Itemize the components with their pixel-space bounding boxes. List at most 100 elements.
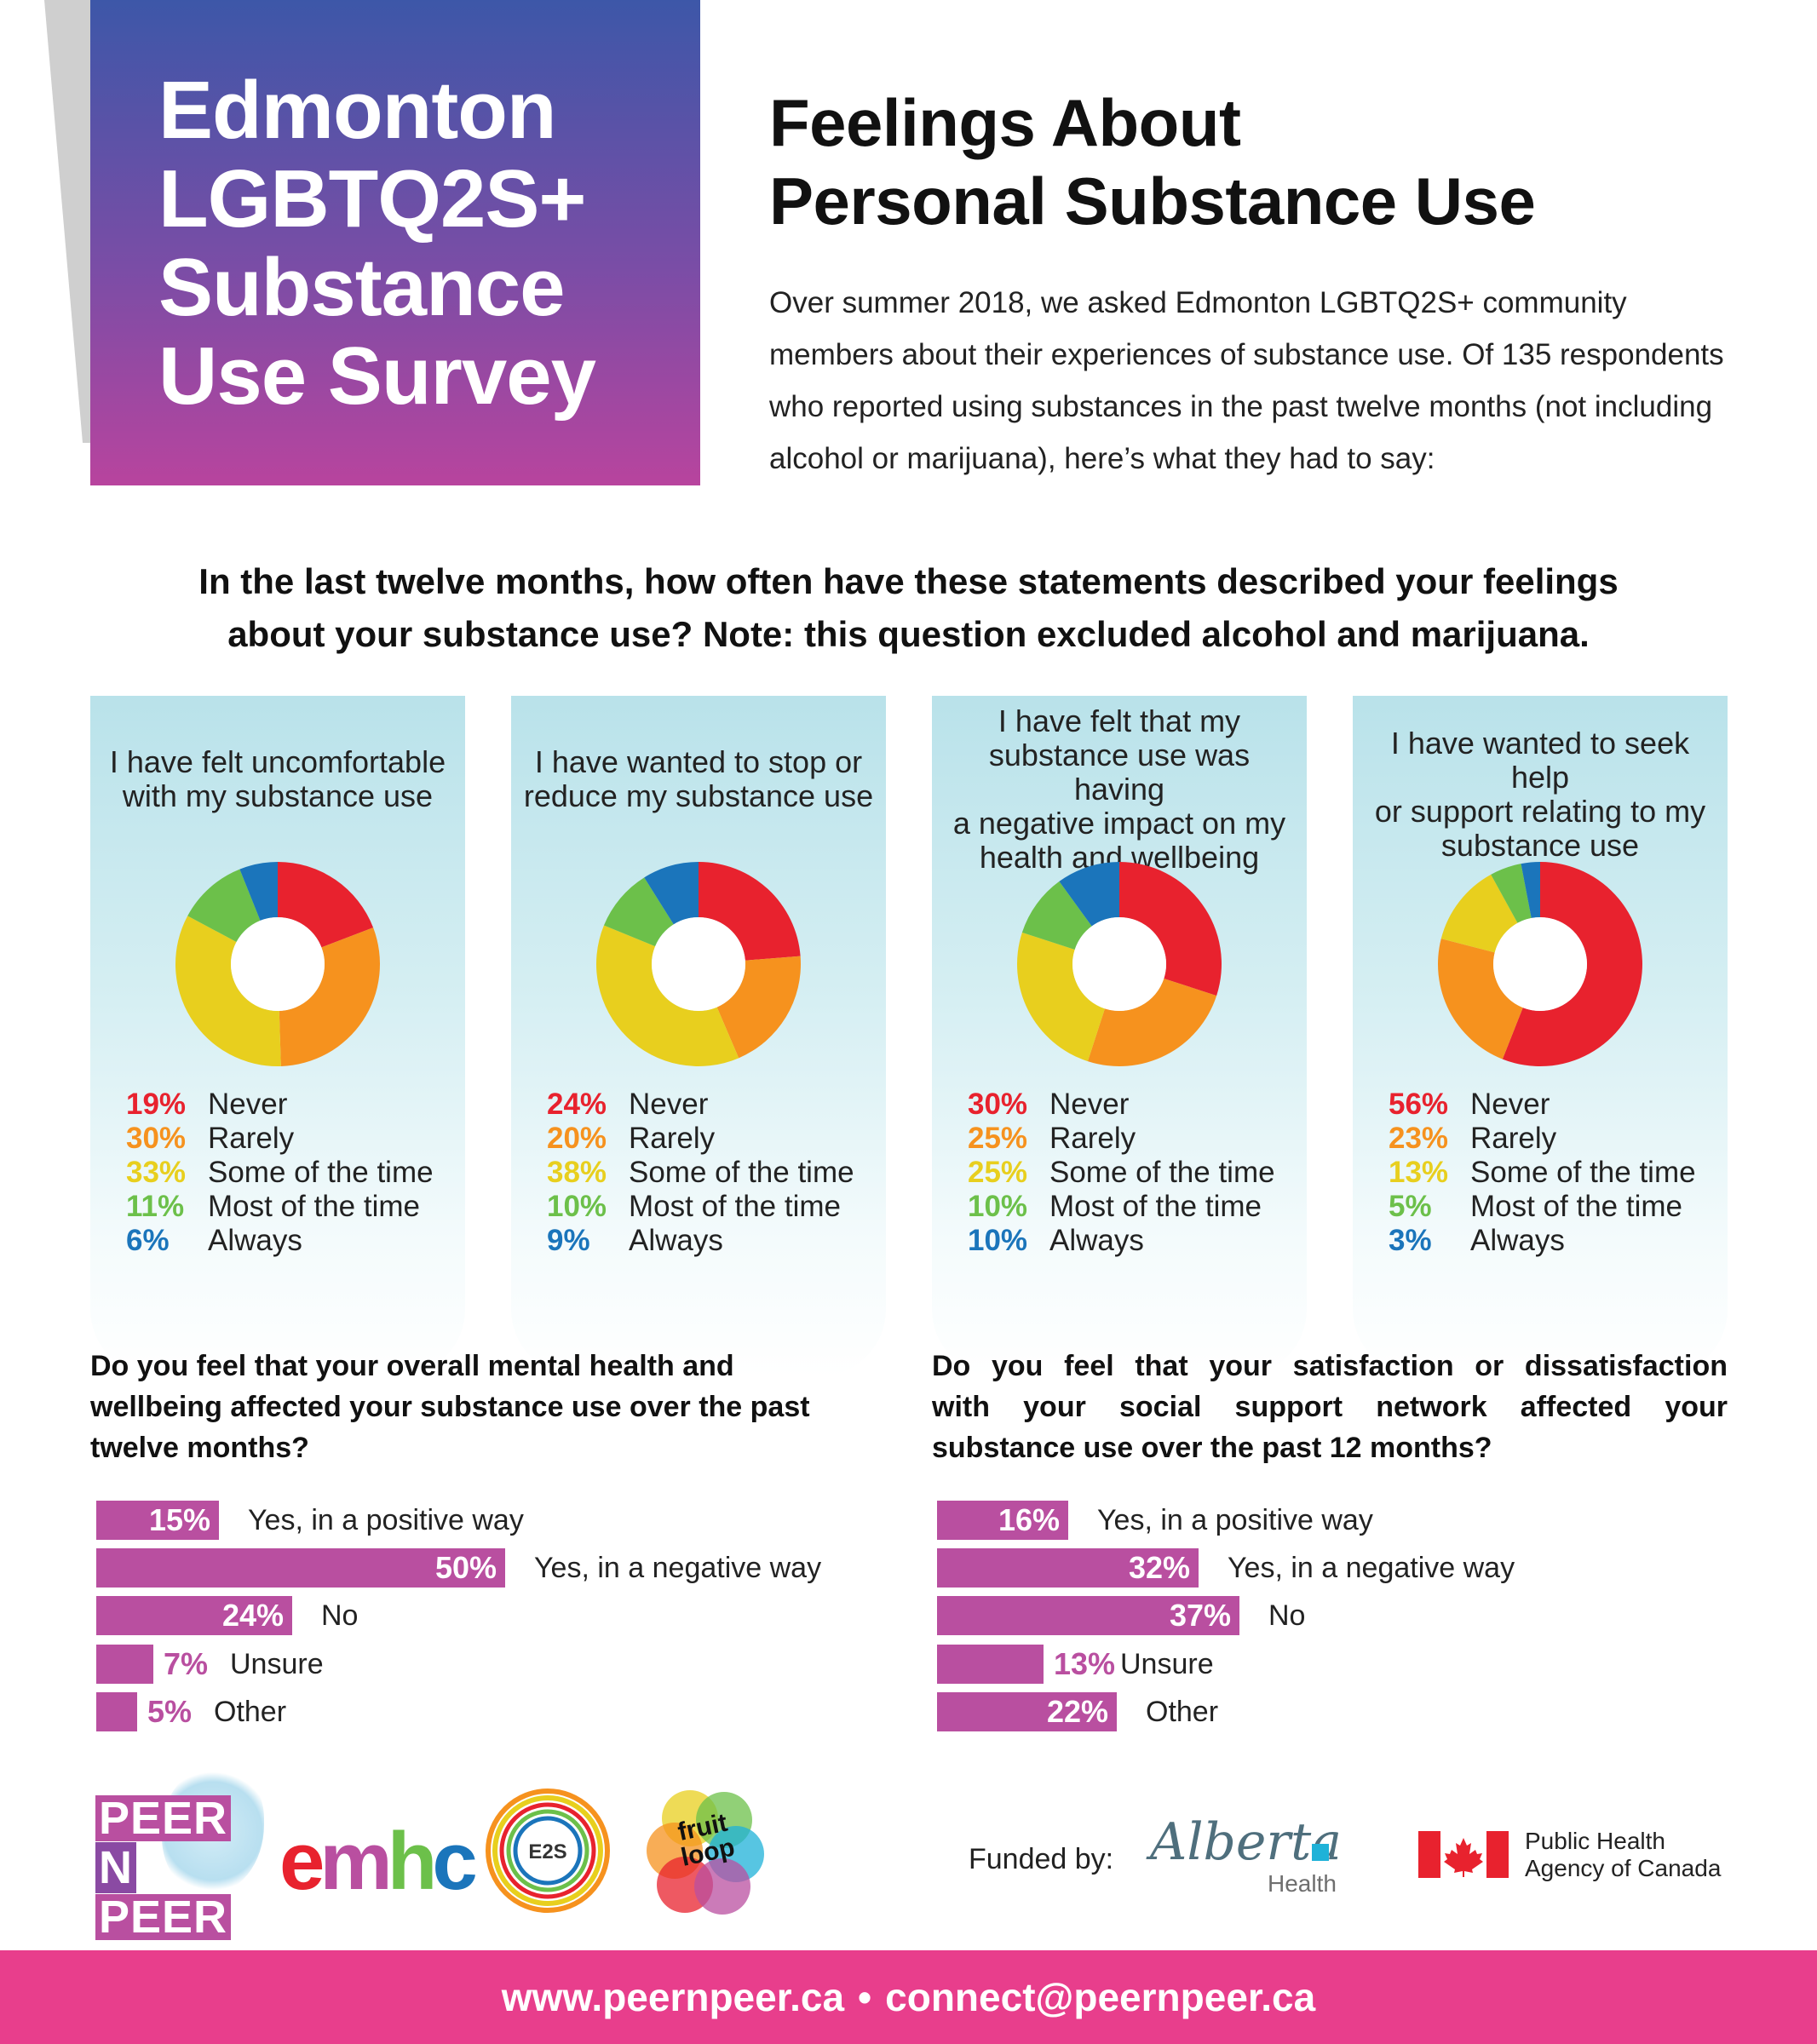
donut-card-stop-reduce: I have wanted to stop or reduce my subst… [511, 696, 886, 1377]
legend-row: 10% Always [968, 1224, 1275, 1258]
legend-percent: 38% [547, 1156, 607, 1189]
bar-row: 13% Unsure [937, 1645, 1738, 1684]
donut-slice-most-of-the-time [1021, 881, 1092, 950]
donut-slice-always [644, 862, 699, 925]
donut-slice-most-of-the-time [603, 877, 674, 947]
legend-row: 11% Most of the time [126, 1190, 434, 1224]
legend-percent: 30% [968, 1088, 1028, 1121]
bar-value-label: 24% [221, 1598, 284, 1633]
bar-category-label: No [321, 1599, 359, 1632]
website-link[interactable]: www.peernpeer.ca [501, 1975, 845, 2019]
bar-category-label: Yes, in a positive way [248, 1504, 524, 1536]
bar-value-label: 22% [1046, 1694, 1108, 1729]
bar-category-label: Other [1146, 1696, 1219, 1728]
legend-label: Never [1049, 1088, 1130, 1121]
email-link[interactable]: connect@peernpeer.ca [885, 1975, 1316, 2019]
legend-label: Some of the time [629, 1156, 854, 1189]
donut-slice-some-of-the-time [596, 925, 739, 1066]
legend-row: 23% Rarely [1389, 1122, 1696, 1156]
legend-label: Most of the time [208, 1190, 420, 1223]
donut-slice-most-of-the-time [1491, 864, 1532, 923]
card-title-line: reduce my substance use [523, 778, 874, 813]
survey-title-line: Substance [158, 242, 565, 333]
survey-title-line: Use Survey [158, 330, 596, 422]
donut-legend: 30% Never 25% Rarely 25% Some of the time 10% M… [968, 1088, 1275, 1258]
mental-health-question: Do you feel that your overall mental hea… [90, 1350, 810, 1464]
card-title: I have wanted to seek help or support re… [1361, 726, 1719, 863]
phac-line: Agency of Canada [1525, 1855, 1722, 1881]
legend-label: Never [1470, 1088, 1550, 1121]
legend-row: 5% Most of the time [1389, 1190, 1696, 1224]
social-support-question: Do you feel that your satisfaction or di… [932, 1346, 1728, 1468]
footer-bar: www.peernpeer.ca • connect@peernpeer.ca [0, 1950, 1817, 2044]
card-title-line: or support relating to my [1374, 794, 1706, 829]
bar [937, 1596, 1239, 1635]
legend-percent: 10% [968, 1190, 1028, 1223]
donut-hole [1493, 917, 1587, 1011]
bar-row: 50% Yes, in a negative way [96, 1548, 897, 1588]
bar-row: 32% Yes, in a negative way [937, 1548, 1738, 1588]
legend-label: Rarely [208, 1122, 295, 1155]
legend-percent: 25% [968, 1122, 1028, 1155]
legend-label: Always [1049, 1224, 1144, 1257]
legend-percent: 25% [968, 1156, 1028, 1189]
legend-row: 9% Always [547, 1224, 854, 1258]
page-title: Feelings About Personal Substance Use [769, 83, 1536, 240]
legend-label: Some of the time [1470, 1156, 1696, 1189]
donut-slice-rarely [279, 927, 381, 1066]
bar-category-label: No [1268, 1599, 1306, 1632]
bar-row: 7% Unsure [96, 1645, 897, 1684]
legend-label: Most of the time [1470, 1190, 1682, 1223]
donut-hole [1072, 917, 1166, 1011]
bar-category-label: Other [214, 1696, 287, 1728]
donut-legend: 56% Never 23% Rarely 13% Some of the time 5% Mo… [1389, 1088, 1696, 1258]
legend-row: 19% Never [126, 1088, 434, 1122]
legend-row: 10% Most of the time [547, 1190, 854, 1224]
survey-title: Edmonton LGBTQ2S+ Substance Use Survey [158, 66, 596, 422]
bar-category-label: Yes, in a negative way [534, 1552, 822, 1584]
survey-question-line: In the last twelve months, how often hav… [198, 561, 1619, 601]
card-title-line: with my substance use [122, 778, 434, 813]
donut-slice-some-of-the-time [1440, 874, 1518, 953]
donut-legend: 24% Never 20% Rarely 38% Some of the time 10% M… [547, 1088, 854, 1258]
fruit-loop-text: fruit loop [641, 1784, 768, 1921]
bar [937, 1548, 1199, 1588]
donut-hole [231, 917, 325, 1011]
bar [96, 1692, 137, 1731]
donut-slice-never [278, 862, 374, 948]
alberta-health-logo: Alberta Health [1150, 1812, 1342, 1898]
donut-chart [596, 862, 801, 1066]
bar [96, 1596, 292, 1635]
page-title-line: Personal Substance Use [769, 164, 1536, 238]
bar [937, 1501, 1068, 1540]
bar [96, 1645, 153, 1684]
legend-row: 25% Rarely [968, 1122, 1275, 1156]
legend-label: Some of the time [208, 1156, 434, 1189]
donut-slice-never [699, 862, 801, 961]
legend-row: 20% Rarely [547, 1122, 854, 1156]
legend-row: 24% Never [547, 1088, 854, 1122]
bar-value-label: 5% [147, 1694, 193, 1729]
donut-legend: 19% Never 30% Rarely 33% Some of the time 11% M… [126, 1088, 434, 1258]
fruit-loop-logo [647, 1790, 764, 1915]
intro-paragraph: Over summer 2018, we asked Edmonton LGBT… [769, 286, 1724, 475]
legend-label: Rarely [1049, 1122, 1136, 1155]
card-title-line: substance use [1440, 828, 1640, 863]
legend-row: 30% Rarely [126, 1122, 434, 1156]
donut-slice-always [1521, 862, 1540, 918]
legend-percent: 20% [547, 1122, 607, 1155]
bar-value-label: 16% [998, 1502, 1060, 1537]
legend-row: 56% Never [1389, 1088, 1696, 1122]
footer-text: www.peernpeer.ca • connect@peernpeer.ca [0, 1950, 1817, 2044]
bar-category-label: Unsure [1120, 1648, 1214, 1680]
card-title: I have felt that my substance use was ha… [940, 704, 1298, 875]
legend-percent: 19% [126, 1088, 187, 1121]
donut-slice-rarely [1438, 939, 1523, 1059]
legend-label: Rarely [1470, 1122, 1557, 1155]
peer-logo-line: N [95, 1842, 136, 1893]
legend-percent: 56% [1389, 1088, 1449, 1121]
legend-percent: 9% [547, 1224, 590, 1257]
social-support-question-line: with your social support network affecte… [932, 1391, 1728, 1423]
title-shadow [44, 0, 95, 443]
survey-title-line: LGBTQ2S+ [158, 153, 586, 244]
